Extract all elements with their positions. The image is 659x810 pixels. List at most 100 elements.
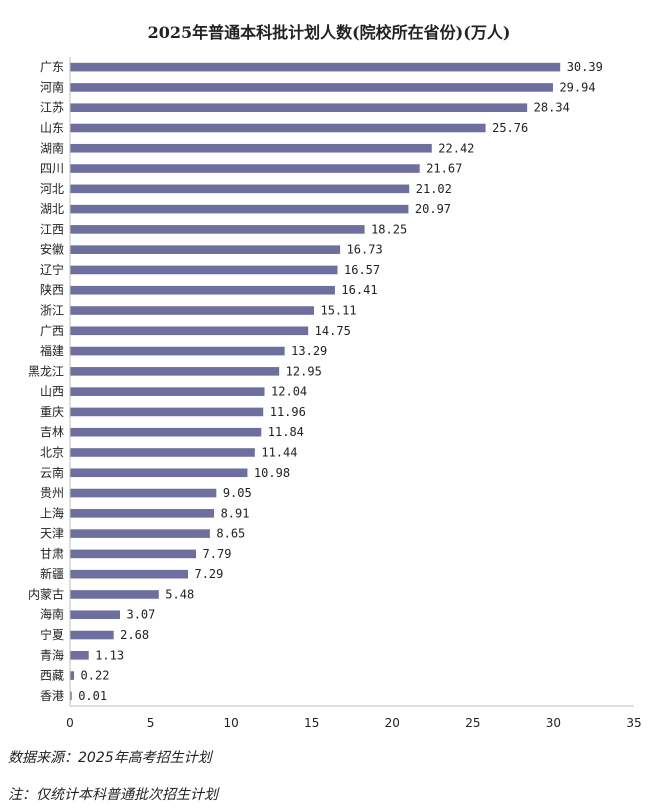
category-label: 浙江 — [40, 304, 64, 318]
bar — [70, 346, 285, 356]
category-label: 贵州 — [40, 486, 64, 500]
bar — [70, 265, 338, 275]
value-label: 5.48 — [165, 587, 194, 601]
value-label: 11.84 — [268, 425, 304, 439]
value-label: 25.76 — [492, 121, 528, 135]
bar — [70, 62, 561, 72]
category-label: 内蒙古 — [28, 586, 64, 601]
bar — [70, 204, 409, 214]
category-label: 北京 — [40, 445, 64, 459]
value-label: 0.22 — [81, 669, 110, 683]
value-label: 2.68 — [120, 628, 149, 642]
category-label: 河南 — [40, 79, 64, 94]
bar — [70, 509, 215, 518]
footnote: 注：仅统计本科普通批次招生计划 — [8, 787, 218, 803]
value-label: 11.96 — [270, 405, 306, 419]
x-tick-label: 0 — [66, 716, 74, 730]
category-label: 云南 — [40, 465, 64, 480]
bar — [70, 691, 72, 701]
category-label: 湖北 — [40, 201, 64, 216]
category-label: 上海 — [40, 505, 64, 520]
category-label: 重庆 — [40, 405, 64, 419]
category-label: 香港 — [40, 689, 64, 703]
bar — [70, 184, 410, 194]
category-label: 新疆 — [40, 566, 64, 581]
bar — [70, 387, 265, 396]
bar — [70, 549, 197, 559]
bar — [70, 123, 486, 133]
bar — [70, 285, 335, 295]
value-label: 28.34 — [534, 101, 570, 115]
bar — [70, 245, 341, 254]
x-tick-label: 30 — [546, 716, 561, 730]
data-source-note: 数据来源：2025年高考招生计划 — [8, 750, 212, 766]
x-tick-label: 10 — [224, 716, 239, 730]
value-label: 7.29 — [194, 567, 223, 581]
value-label: 12.95 — [286, 364, 322, 378]
x-tick-label: 35 — [626, 716, 641, 730]
value-label: 10.98 — [254, 466, 290, 480]
value-label: 3.07 — [126, 608, 155, 622]
value-label: 30.39 — [567, 60, 603, 74]
value-label: 11.44 — [261, 445, 297, 459]
bar — [70, 610, 120, 620]
value-label: 9.05 — [223, 486, 252, 500]
category-label: 山西 — [40, 385, 64, 399]
category-label: 吉林 — [40, 425, 64, 439]
category-label: 海南 — [40, 607, 64, 622]
bar — [70, 590, 159, 599]
bar — [70, 164, 420, 173]
bar — [70, 529, 210, 538]
bar — [70, 306, 314, 315]
category-label: 湖南 — [40, 140, 64, 155]
category-label: 河北 — [40, 182, 64, 196]
x-tick-label: 25 — [465, 716, 480, 730]
category-label: 甘肃 — [40, 547, 64, 561]
category-label: 安徽 — [40, 242, 64, 257]
bar — [70, 367, 280, 376]
bar — [70, 630, 114, 640]
bar — [70, 225, 365, 234]
value-label: 1.13 — [95, 648, 124, 662]
bar — [70, 143, 432, 153]
bar — [70, 569, 188, 579]
category-label: 陕西 — [40, 282, 64, 297]
chart-title: 2025年普通本科批计划人数(院校所在省份)(万人) — [148, 23, 511, 42]
category-label: 广东 — [40, 60, 64, 74]
category-label: 江苏 — [40, 101, 64, 115]
category-label: 四川 — [40, 162, 64, 176]
category-label: 江西 — [40, 222, 64, 236]
bar — [70, 671, 75, 680]
value-label: 8.91 — [221, 506, 250, 520]
category-label: 山东 — [40, 121, 64, 135]
value-label: 8.65 — [216, 527, 245, 541]
bar — [70, 326, 309, 336]
value-label: 15.11 — [320, 304, 356, 318]
value-label: 21.67 — [426, 162, 462, 176]
bar — [70, 650, 89, 660]
value-label: 13.29 — [291, 344, 327, 358]
value-label: 20.97 — [415, 202, 451, 216]
bar — [70, 488, 217, 498]
value-label: 14.75 — [315, 324, 351, 338]
category-label: 福建 — [40, 343, 64, 358]
category-label: 黑龙江 — [28, 364, 64, 378]
plot-area: 0 5 10 15 20 25 30 35 广东 30.39 河南 29.94 江苏 28.34 山东 25.… — [28, 57, 642, 730]
value-label: 18.25 — [371, 222, 407, 236]
category-label: 辽宁 — [40, 262, 64, 277]
value-label: 0.01 — [78, 689, 107, 703]
value-label: 16.41 — [341, 283, 377, 297]
bar — [70, 83, 553, 92]
category-label: 青海 — [40, 647, 64, 662]
category-label: 天津 — [40, 527, 64, 541]
value-label: 29.94 — [559, 80, 595, 94]
chart: 2025年普通本科批计划人数(院校所在省份)(万人) 0 5 10 15 20 25 30 3… — [28, 23, 642, 730]
category-label: 宁夏 — [40, 627, 64, 642]
x-tick-label: 5 — [147, 716, 155, 730]
value-label: 7.79 — [203, 547, 232, 561]
category-label: 广西 — [40, 324, 64, 338]
bar — [70, 448, 255, 457]
value-label: 21.02 — [416, 182, 452, 196]
value-label: 22.42 — [438, 141, 474, 155]
x-tick-label: 15 — [304, 716, 319, 730]
